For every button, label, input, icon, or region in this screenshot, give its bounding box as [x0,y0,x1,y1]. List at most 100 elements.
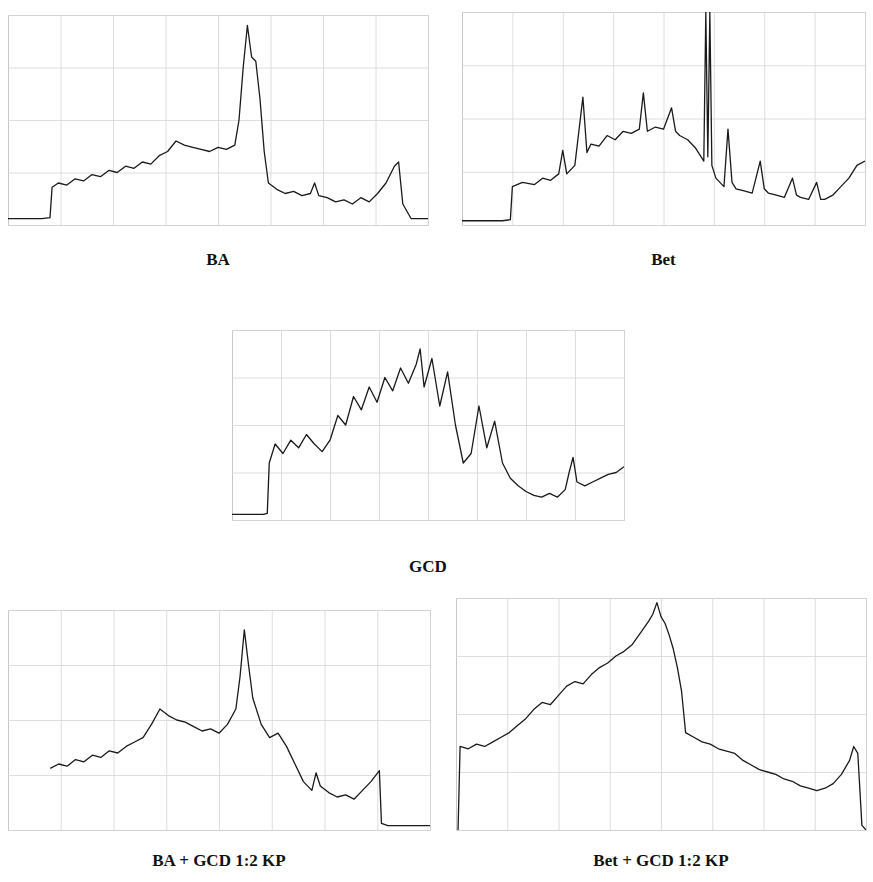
tick [8,120,428,121]
grid-line [462,225,865,226]
grid-line [456,598,866,599]
axis-line [463,13,866,226]
panel [456,598,867,831]
tick [815,598,816,830]
grid-line [8,68,428,69]
tick [462,172,865,173]
grid-line [271,15,272,225]
tick [379,330,380,520]
axis-line [9,16,429,226]
tick [815,12,816,225]
plot-area [462,12,865,221]
tick [323,15,324,225]
tick [559,598,560,830]
grid-line [456,830,866,831]
tick [8,610,430,611]
tick [712,598,713,830]
tick [8,225,428,226]
tick [610,598,611,830]
grid-line [323,15,324,225]
panel [232,330,625,521]
tick [114,610,115,830]
grid-line [219,610,220,830]
tick [325,610,326,830]
x-axis [9,610,431,831]
tick [272,610,273,830]
y-axis [8,611,430,831]
grid-line [8,225,428,226]
panel-title: GCD [409,557,447,576]
tick [8,720,430,721]
tick [866,598,867,830]
tick [61,610,62,830]
grid-line [815,598,816,830]
grid-line [661,598,662,830]
tick [218,15,219,225]
grid-line [664,12,665,225]
x-axis [9,15,429,226]
grid-line [456,714,866,715]
grid-line [428,15,429,225]
grid-line [8,720,430,721]
tick [764,598,765,830]
grid-line [166,15,167,225]
grid-line [232,330,624,331]
grid-line [8,15,428,16]
panel [8,610,431,831]
plot-area [458,603,866,830]
tick [430,610,431,830]
tick [8,173,428,174]
grid-line [376,15,377,225]
tick [456,714,866,715]
grid-line [865,12,866,225]
grid-line [8,120,428,121]
tick [232,425,624,426]
tick [456,830,866,831]
grid-line [61,610,62,830]
trace [458,603,866,830]
plot-area [8,26,428,219]
grid-line [477,330,478,520]
axis-line [233,331,625,521]
y-axis [462,13,865,226]
tick [232,473,624,474]
grid-line [815,12,816,225]
grid-line [610,598,611,830]
tick [507,598,508,830]
trace [50,630,430,826]
tick [456,772,866,773]
tick [281,330,282,520]
grid-line [232,425,624,426]
plot-area [232,349,624,514]
tick [456,656,866,657]
tick [166,610,167,830]
x-axis [233,330,625,521]
grid-line [8,173,428,174]
tick [166,15,167,225]
grid-line [462,119,865,120]
tick [624,330,625,520]
tick [8,665,430,666]
grid-line [764,598,765,830]
grid-line [232,378,624,379]
grid-line [456,656,866,657]
tick [563,12,564,225]
tick [377,610,378,830]
tick [462,225,865,226]
tick [661,598,662,830]
tick [232,520,624,521]
tick [462,119,865,120]
grid-line [232,520,624,521]
axis-line [457,599,867,831]
grid-line [232,473,624,474]
tick [8,68,428,69]
grid-line [462,65,865,66]
tick [271,15,272,225]
trace [232,349,624,514]
tick [462,12,865,13]
grid-line [325,610,326,830]
x-axis [457,598,867,831]
tick [764,12,765,225]
tick [714,12,715,225]
grid-line [377,610,378,830]
